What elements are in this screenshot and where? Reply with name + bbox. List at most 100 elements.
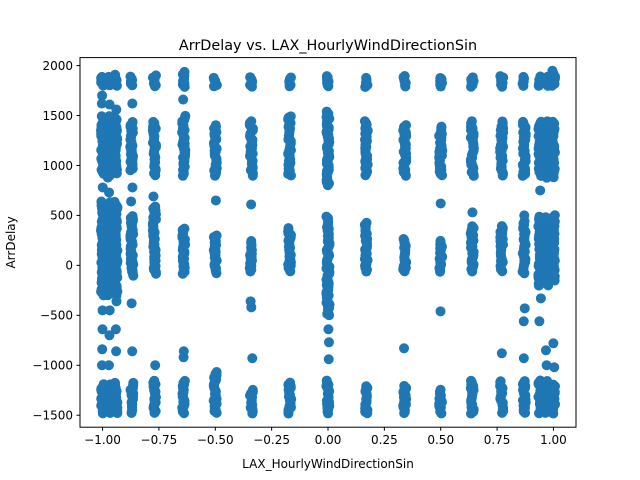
data-point <box>466 116 477 127</box>
y-tick-label: 1000 <box>42 159 73 173</box>
data-point <box>322 284 333 295</box>
data-point <box>127 346 138 357</box>
data-point <box>178 346 189 357</box>
x-tick-label: 0.00 <box>315 433 342 447</box>
data-point <box>128 377 139 388</box>
data-point <box>285 377 296 388</box>
data-point <box>150 70 161 81</box>
data-point <box>519 210 530 221</box>
data-point <box>495 71 506 82</box>
data-point <box>208 72 219 83</box>
data-point <box>399 343 410 354</box>
data-point <box>211 367 222 378</box>
data-point <box>497 116 508 127</box>
data-point <box>548 379 559 390</box>
y-tick-label: −1000 <box>32 359 73 373</box>
x-tick-label: −0.50 <box>197 433 234 447</box>
y-tick-label: −1500 <box>32 409 73 423</box>
data-point <box>535 185 546 196</box>
data-point <box>109 196 120 207</box>
data-point <box>549 362 560 373</box>
data-point <box>126 196 137 207</box>
data-point <box>148 191 159 202</box>
data-point <box>110 69 121 80</box>
data-point <box>359 116 370 127</box>
data-point <box>179 223 190 234</box>
data-point <box>110 324 121 335</box>
data-point <box>518 116 529 127</box>
y-tick-label: 1500 <box>42 109 73 123</box>
data-point <box>247 353 258 364</box>
data-point <box>150 360 161 371</box>
data-point <box>180 110 191 121</box>
y-tick-label: 0 <box>65 259 73 273</box>
data-point <box>127 211 138 222</box>
data-point <box>548 338 559 349</box>
x-tick-label: −0.25 <box>253 433 290 447</box>
data-point <box>518 71 529 82</box>
data-point <box>467 207 478 218</box>
data-point <box>245 296 256 307</box>
data-point <box>540 278 551 289</box>
data-point <box>361 217 372 228</box>
data-point <box>109 377 120 388</box>
plot-frame <box>79 57 577 428</box>
data-point <box>104 187 115 198</box>
data-point <box>104 330 115 341</box>
data-point <box>97 344 108 355</box>
data-point <box>323 354 334 365</box>
data-point <box>245 72 256 83</box>
data-point <box>321 106 332 117</box>
y-tick-label: 2000 <box>42 59 73 73</box>
data-point <box>534 316 545 327</box>
data-point <box>210 195 221 206</box>
data-point <box>179 66 190 77</box>
data-point <box>127 182 138 193</box>
data-point <box>321 211 332 222</box>
data-point <box>541 360 552 371</box>
data-point <box>323 337 334 348</box>
data-point <box>150 201 161 212</box>
data-point <box>361 381 372 392</box>
data-point <box>547 116 558 127</box>
data-point <box>111 104 122 115</box>
data-point <box>96 360 107 371</box>
data-point <box>519 303 530 314</box>
x-tick-label: 0.25 <box>371 433 398 447</box>
data-point <box>535 293 546 304</box>
data-point <box>401 120 412 131</box>
data-point <box>321 375 332 386</box>
x-axis: −1.00 −0.75 −0.50 −0.25 0.00 0.25 0.50 0.75 1.00 <box>84 427 567 447</box>
data-point <box>178 94 189 105</box>
data-point <box>210 120 221 131</box>
data-point <box>126 298 137 309</box>
y-axis: −1500 −1000 −500 0 500 1000 1500 2000 <box>32 59 80 423</box>
data-point <box>435 198 446 209</box>
data-point <box>111 346 122 357</box>
x-axis-label: LAX_HourlyWindDirectionSin <box>242 457 414 471</box>
data-point <box>97 305 108 316</box>
data-point <box>285 72 296 83</box>
data-point <box>321 71 332 82</box>
data-point <box>519 376 530 387</box>
data-point <box>104 305 115 316</box>
data-point <box>496 221 507 232</box>
data-point <box>96 98 107 109</box>
data-point <box>110 113 121 124</box>
data-point <box>127 98 138 109</box>
data-point <box>435 384 446 395</box>
data-point <box>246 116 257 127</box>
x-tick-label: −0.75 <box>141 433 178 447</box>
data-point <box>247 384 258 395</box>
data-point <box>549 210 560 221</box>
data-point <box>285 111 296 122</box>
chart-title: ArrDelay vs. LAX_HourlyWindDirectionSin <box>179 38 477 54</box>
data-point <box>246 236 257 247</box>
data-point <box>495 376 506 387</box>
data-point <box>125 71 136 82</box>
data-point <box>97 324 108 335</box>
data-point <box>518 316 529 327</box>
data-point <box>435 306 446 317</box>
y-axis-label: ArrDelay <box>4 216 18 268</box>
data-point <box>361 72 372 83</box>
